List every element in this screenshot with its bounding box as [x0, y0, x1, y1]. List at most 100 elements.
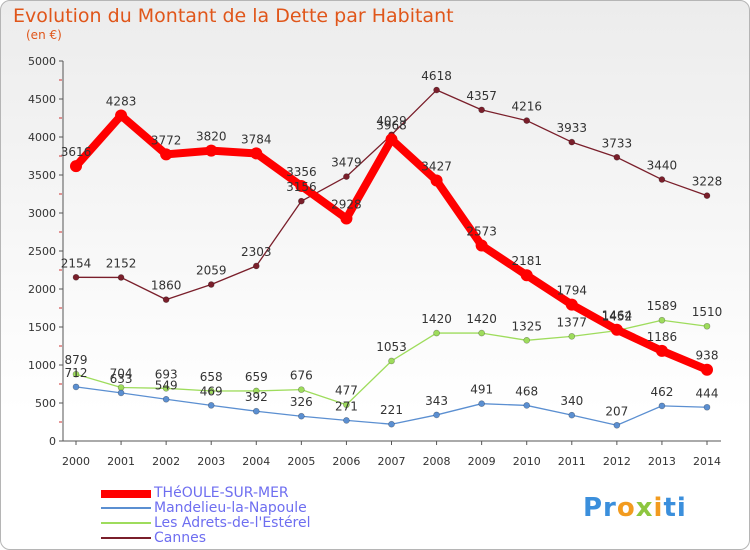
data-point [703, 322, 711, 330]
data-point [568, 138, 576, 146]
data-label: 1186 [647, 330, 678, 344]
data-point [205, 144, 218, 157]
data-label: 3820 [196, 130, 227, 144]
x-tick-label: 2001 [107, 455, 135, 468]
data-point [295, 179, 308, 192]
data-label: 1794 [557, 284, 588, 298]
data-point [478, 400, 485, 407]
data-label: 3440 [647, 159, 678, 173]
x-tick-label: 2000 [62, 455, 90, 468]
y-tick-label: 2000 [28, 283, 56, 296]
x-tick-label: 2010 [513, 455, 541, 468]
x-tick-label: 2005 [287, 455, 315, 468]
data-label: 3156 [286, 180, 317, 194]
data-point [115, 109, 128, 122]
data-point [340, 212, 353, 225]
data-point [207, 281, 215, 288]
data-label: 704 [110, 366, 133, 380]
proxiti-logo: Proxiti [583, 493, 687, 523]
data-point [343, 173, 350, 180]
data-point [658, 176, 666, 183]
x-tick-label: 2014 [693, 455, 721, 468]
data-label: 221 [380, 403, 403, 417]
data-point [72, 370, 80, 378]
data-label: 1510 [692, 305, 723, 319]
data-label: 462 [650, 385, 673, 399]
data-label: 392 [245, 390, 268, 404]
data-point [655, 344, 668, 357]
data-label: 468 [515, 384, 538, 398]
x-tick-label: 2011 [558, 455, 586, 468]
data-label: 1420 [421, 312, 452, 326]
data-label: 3968 [376, 118, 407, 132]
y-tick-label: 3000 [28, 207, 56, 220]
data-label: 340 [560, 394, 583, 408]
x-tick-label: 2003 [197, 455, 225, 468]
data-label: 3356 [286, 165, 317, 179]
data-point [117, 389, 125, 397]
chart-subtitle: (en €) [26, 28, 62, 42]
legend-swatch-theoule [101, 490, 151, 498]
legend-label-adrets: Les Adrets-de-l'Estérel [154, 515, 311, 531]
data-point [298, 197, 305, 205]
data-label: 676 [290, 369, 313, 383]
data-point [658, 402, 666, 410]
data-point [565, 298, 578, 311]
data-label: 3228 [692, 175, 723, 189]
y-tick-label: 1500 [28, 321, 56, 334]
x-tick-label: 2008 [423, 455, 451, 468]
data-point [610, 323, 623, 336]
data-label: 2152 [106, 256, 137, 270]
data-point [162, 395, 170, 403]
data-point [298, 386, 305, 393]
x-tick-label: 2006 [332, 455, 360, 468]
data-label: 1377 [557, 315, 588, 329]
data-point [523, 402, 531, 409]
data-label: 2059 [196, 264, 227, 278]
data-point [388, 420, 395, 428]
data-label: 1452 [602, 310, 633, 324]
data-label: 549 [155, 378, 178, 392]
data-label: 3616 [61, 145, 92, 159]
data-point [433, 86, 440, 94]
data-point [478, 106, 485, 114]
data-label: 938 [696, 349, 719, 363]
data-label: 1860 [151, 279, 182, 293]
data-point [568, 411, 576, 419]
data-label: 207 [605, 404, 628, 418]
data-label: 659 [245, 370, 268, 384]
x-tick-label: 2009 [468, 455, 496, 468]
data-label: 3784 [241, 132, 272, 146]
data-point [207, 402, 215, 409]
y-tick-label: 1000 [28, 359, 56, 372]
x-tick-label: 2004 [242, 455, 270, 468]
data-label: 326 [290, 395, 313, 409]
data-point [252, 387, 260, 395]
data-point [701, 363, 713, 376]
data-label: 1589 [647, 299, 678, 313]
data-point [162, 296, 170, 303]
data-label: 658 [200, 370, 223, 384]
data-label: 2928 [331, 197, 362, 211]
data-label: 4283 [106, 94, 137, 108]
data-point [430, 174, 443, 187]
data-label: 4357 [466, 89, 497, 103]
data-point [568, 333, 576, 340]
data-label: 491 [470, 383, 493, 397]
data-point [343, 401, 350, 409]
data-point [388, 357, 395, 365]
data-point [478, 329, 485, 337]
data-point [613, 153, 621, 161]
data-point [433, 411, 440, 419]
data-point [385, 133, 398, 146]
legend-swatch-adrets [101, 522, 151, 524]
data-point [252, 262, 260, 270]
data-label: 712 [65, 366, 88, 380]
data-point [433, 329, 440, 337]
x-tick-label: 2002 [152, 455, 180, 468]
data-point [160, 148, 173, 161]
data-label: 1420 [466, 312, 497, 326]
x-tick-label: 2012 [603, 455, 631, 468]
